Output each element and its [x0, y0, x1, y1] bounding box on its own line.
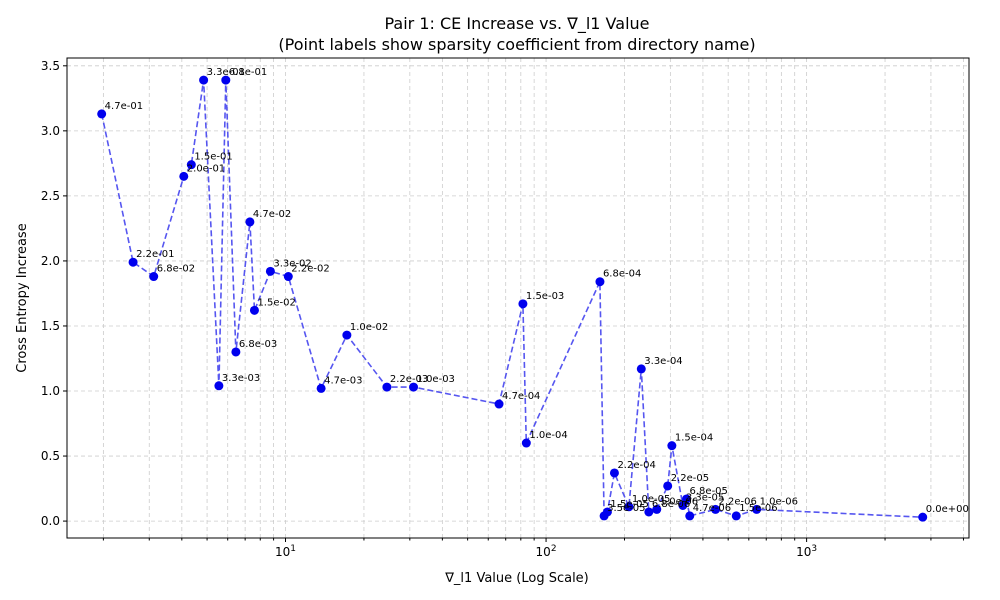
data-label: 2.2e-01	[136, 249, 174, 260]
data-point	[518, 299, 528, 309]
y-tick-label: 2.5	[41, 189, 60, 203]
chart-title: Pair 1: CE Increase vs. ∇_l1 Value	[385, 14, 650, 34]
data-label: 1.0e-03	[417, 374, 455, 385]
data-point	[186, 160, 196, 170]
data-label: 1.5e-02	[257, 297, 295, 308]
data-label: 2.2e-04	[617, 460, 655, 471]
data-point	[731, 511, 741, 521]
data-label: 1.0e-06	[760, 496, 798, 507]
data-point	[382, 382, 392, 392]
data-point	[521, 438, 531, 448]
x-tick-label: 101	[275, 544, 296, 559]
data-label: 2.2e-06	[718, 496, 756, 507]
data-point	[342, 330, 352, 340]
data-label: 4.7e-02	[253, 209, 291, 220]
data-point	[249, 305, 259, 315]
data-point	[752, 504, 762, 514]
data-label: 2.2e-02	[291, 264, 329, 275]
data-point	[97, 109, 107, 119]
y-tick-label: 3.0	[41, 124, 60, 138]
data-label: 4.7e-03	[324, 375, 362, 386]
data-label: 1.5e-01	[194, 152, 232, 163]
data-label: 6.8e-01	[229, 67, 267, 78]
data-label: 4.7e-04	[502, 391, 540, 402]
data-label: 4.7e-06	[693, 503, 731, 514]
y-tick-label: 1.0	[41, 384, 60, 398]
data-point	[644, 507, 654, 517]
y-tick-label: 0.5	[41, 449, 60, 463]
data-point	[316, 383, 326, 393]
data-label: 1.5e-05	[610, 499, 648, 510]
data-label: 3.3e-01	[207, 67, 245, 78]
data-point	[667, 441, 677, 451]
y-axis: 0.0 0.5 1.0 1.5 2.0 2.5 3.0 3.5	[41, 59, 67, 528]
data-point	[221, 75, 231, 85]
data-label: 3.3e-05	[686, 492, 724, 503]
data-point	[652, 504, 662, 514]
data-point	[918, 512, 928, 522]
data-label: 3.5e-05	[607, 503, 645, 514]
y-axis-label: Cross Entropy Increase	[15, 223, 30, 372]
x-tick-label: 103	[796, 544, 817, 559]
data-label: 1.5e-06	[739, 503, 777, 514]
x-axis-label: ∇_l1 Value (Log Scale)	[444, 571, 589, 586]
data-point	[682, 494, 692, 504]
data-label: 4.7e-01	[105, 101, 143, 112]
data-label: 2.2e-03	[390, 374, 428, 385]
data-point	[149, 272, 159, 282]
data-point	[231, 347, 241, 357]
series-line	[100, 79, 923, 519]
point-labels: 4.7e-01 2.2e-01 6.8e-02 2.0e-011.5e-01 3.3e-…	[105, 67, 969, 515]
y-tick-label: 3.5	[41, 59, 60, 73]
data-label: 0.0e+00	[926, 504, 969, 515]
x-axis: 101 102 103	[102, 538, 964, 559]
data-label: 6.8e-06	[652, 499, 690, 510]
data-point	[265, 266, 275, 276]
data-point	[494, 399, 504, 409]
data-point	[685, 511, 695, 521]
data-point	[624, 502, 634, 512]
data-label: 1.5e-04	[675, 433, 713, 444]
data-label: 3.3e-04	[644, 356, 682, 367]
data-label: 3.3e-03	[222, 373, 260, 384]
data-point	[602, 507, 612, 517]
data-label: 1.0e-04	[529, 430, 567, 441]
data-point	[636, 364, 646, 374]
data-point	[179, 171, 189, 181]
data-label: 6.8e-02	[157, 264, 195, 275]
data-label: 6.8e-04	[603, 269, 641, 280]
data-label: 3.3e-02	[273, 258, 311, 269]
x-tick-label: 102	[536, 544, 557, 559]
data-point	[409, 382, 419, 392]
data-point	[609, 468, 619, 478]
data-point	[128, 257, 138, 267]
data-point	[199, 75, 209, 85]
data-label: 2.2e-05	[671, 473, 709, 484]
data-label: 2.0e-01	[187, 163, 225, 174]
data-label: 1.5e-03	[526, 291, 564, 302]
data-label: 1.0e-02	[350, 322, 388, 333]
data-label: 6.8e-03	[239, 339, 277, 350]
data-point	[595, 277, 605, 287]
plot-frame	[66, 57, 970, 539]
grid	[67, 58, 969, 538]
series	[97, 75, 928, 522]
y-tick-label: 0.0	[41, 514, 60, 528]
data-point	[214, 381, 224, 391]
data-point	[663, 481, 673, 491]
data-point	[710, 504, 720, 514]
data-label: 1.0e-06	[660, 496, 698, 507]
data-point	[283, 272, 293, 282]
chart-subtitle: (Point labels show sparsity coefficient …	[278, 35, 755, 54]
y-tick-label: 1.5	[41, 319, 60, 333]
data-label: 1.0e-05	[632, 494, 670, 505]
data-label: 6.8e-05	[690, 486, 728, 497]
y-tick-label: 2.0	[41, 254, 60, 268]
data-point	[245, 217, 255, 227]
